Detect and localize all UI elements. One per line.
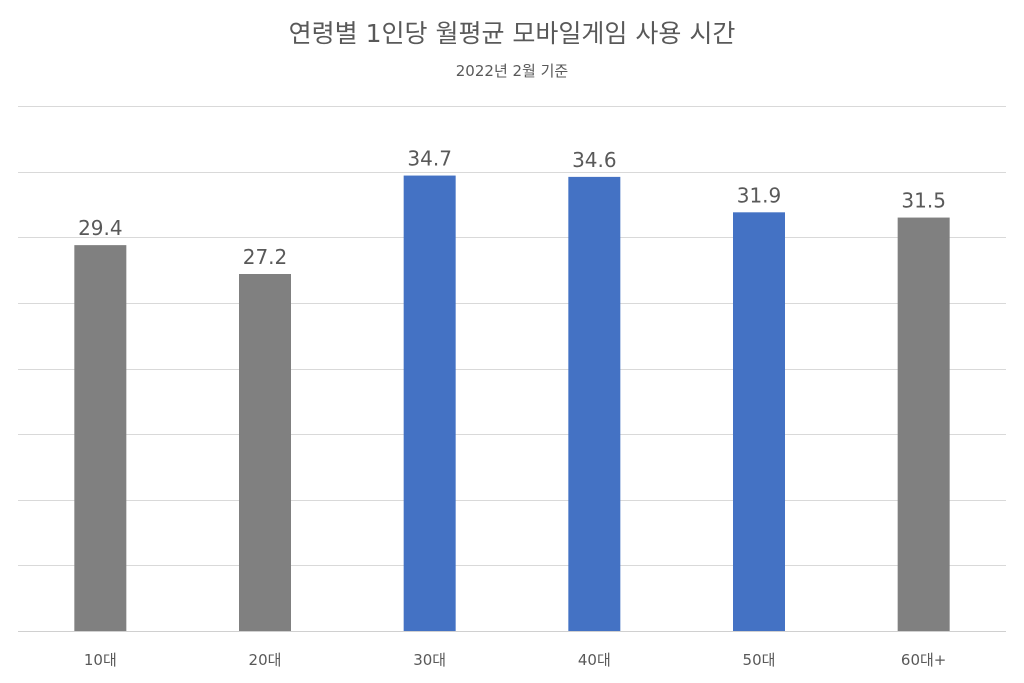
bar-1 bbox=[74, 245, 127, 631]
bar-2 bbox=[239, 274, 291, 631]
value-label-5: 31.9 bbox=[737, 183, 782, 207]
bar-6 bbox=[897, 217, 950, 631]
chart-subtitle: 2022년 2월 기준 bbox=[455, 62, 569, 80]
value-label-6: 31.5 bbox=[901, 189, 946, 213]
x-tick-label-5: 50대 bbox=[743, 651, 776, 669]
value-label-4: 34.6 bbox=[572, 148, 617, 172]
x-tick-label-6: 60대+ bbox=[901, 651, 946, 669]
value-label-1: 29.4 bbox=[78, 216, 123, 240]
bar-4 bbox=[568, 176, 621, 631]
value-label-2: 27.2 bbox=[243, 245, 288, 269]
chart-title: 연령별 1인당 월평균 모바일게임 사용 시간 bbox=[288, 19, 736, 48]
value-label-3: 34.7 bbox=[407, 147, 452, 171]
x-tick-label-2: 20대 bbox=[249, 651, 282, 669]
bar-3 bbox=[403, 175, 456, 631]
bar-5 bbox=[733, 212, 785, 631]
x-tick-labels: 10대 20대 30대 40대 50대 60대+ bbox=[84, 651, 947, 669]
x-tick-label-3: 30대 bbox=[413, 651, 446, 669]
bars bbox=[74, 175, 950, 631]
gridlines bbox=[18, 106, 1006, 632]
value-labels: 29.4 27.2 34.7 34.6 31.9 31.5 bbox=[78, 147, 946, 269]
x-tick-label-1: 10대 bbox=[84, 651, 117, 669]
x-tick-label-4: 40대 bbox=[578, 651, 611, 669]
